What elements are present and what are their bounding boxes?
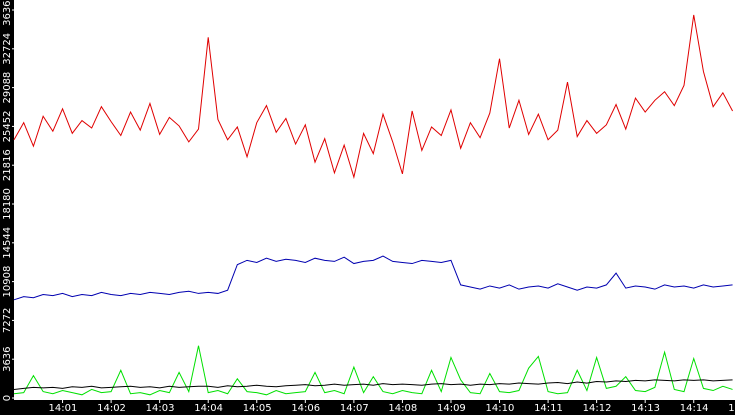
x-tick-label: 14:02: [97, 403, 126, 414]
x-tick-label: 14:08: [388, 403, 417, 414]
x-tick-label: 14:07: [340, 403, 369, 414]
y-tick-label: 3636: [2, 346, 13, 371]
y-tick-label: 32724: [2, 33, 13, 65]
y-tick-label: 18180: [2, 188, 13, 220]
y-tick-label: 36361: [2, 0, 13, 26]
y-tick-label: 29088: [2, 72, 13, 104]
x-tick-label: 14:03: [146, 403, 175, 414]
y-tick-label: 14544: [2, 227, 13, 259]
x-tick-label: 14:12: [583, 403, 612, 414]
y-tick-label: 7272: [2, 308, 13, 333]
x-tick-label: 14:01: [49, 403, 78, 414]
x-tick-label: 14:06: [291, 403, 320, 414]
x-tick-label: 14:13: [631, 403, 660, 414]
x-tick-label: 14:11: [534, 403, 563, 414]
x-tick-label: 14: [728, 403, 735, 414]
x-axis-strip: [0, 400, 735, 415]
y-axis-strip: [0, 0, 14, 415]
y-tick-label: 25452: [2, 111, 13, 143]
series-line: [13, 14, 734, 180]
x-tick-label: 14:09: [437, 403, 466, 414]
x-tick-label: 14:05: [243, 403, 272, 414]
x-tick-label: 14:10: [486, 403, 515, 414]
series-line: [13, 345, 733, 396]
y-tick-label: 10908: [2, 266, 13, 298]
series-line: [13, 255, 733, 301]
x-tick-label: 14:04: [194, 403, 223, 414]
y-tick-label: 0: [2, 395, 13, 401]
x-tick-label: 14:14: [680, 403, 709, 414]
y-tick-label: 21816: [2, 149, 13, 181]
series-line: [13, 379, 733, 390]
